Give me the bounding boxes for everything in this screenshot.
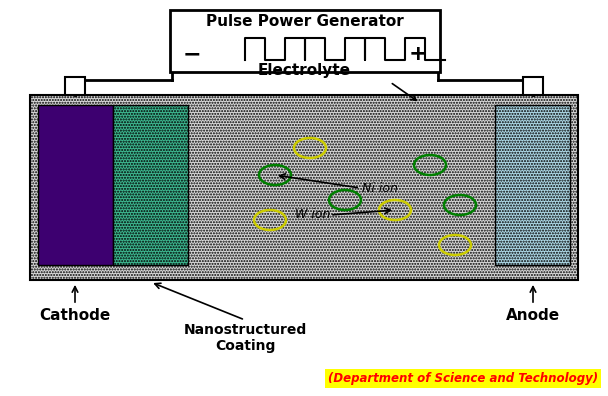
Text: W ion: W ion (295, 209, 330, 221)
Text: Anode: Anode (506, 308, 560, 323)
Bar (170, 10, 440, 72)
Text: Nanostructured
Coating: Nanostructured Coating (184, 323, 306, 353)
Text: Electrolyte: Electrolyte (258, 63, 350, 78)
Text: Cathode: Cathode (40, 308, 111, 323)
Bar (523, 77, 543, 95)
Bar (65, 77, 85, 95)
Text: Ni ion: Ni ion (362, 181, 398, 194)
Bar (495, 105, 570, 265)
Text: +: + (409, 44, 427, 64)
Bar (38, 105, 113, 265)
Bar (30, 95, 578, 280)
Text: −: − (182, 44, 201, 64)
Text: Pulse Power Generator: Pulse Power Generator (206, 15, 404, 29)
Text: (Department of Science and Technology): (Department of Science and Technology) (328, 372, 598, 385)
Bar (113, 105, 188, 265)
